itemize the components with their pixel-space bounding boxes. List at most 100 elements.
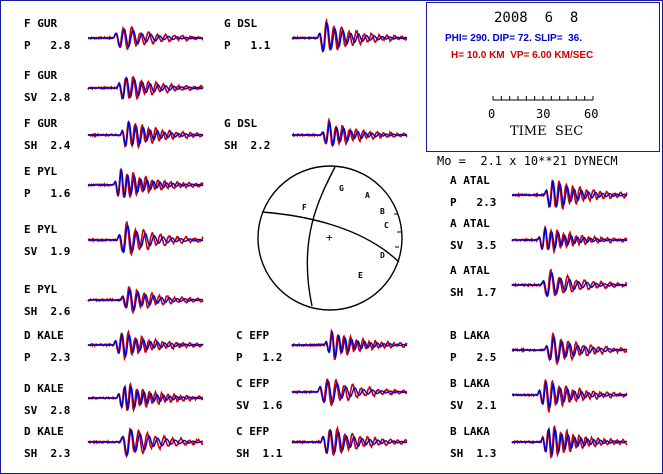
station-name: LAKA [463,377,490,390]
station-code: E [24,283,31,296]
station-name: PYL [37,283,58,296]
synthetic-waveform [292,428,408,455]
synthetic-waveform [88,332,204,358]
station-code: E [24,165,31,178]
phase-amplitude-label: P 2.3 [24,352,70,364]
station-label: A ATAL [450,175,490,187]
synthetic-waveform [292,380,408,404]
amplitude-value: 2.8 [50,404,71,417]
phase-amplitude-label: SV 2.8 [24,405,70,417]
phase-amplitude-label: SH 2.6 [24,306,70,318]
phase-name: P [24,39,31,52]
station-name: GUR [37,117,58,130]
synthetic-waveform [292,22,408,53]
sphere-station-letter: B [380,207,385,216]
phase-amplitude-label: P 1.6 [24,188,70,200]
station-name: PYL [37,165,58,178]
synthetic-waveform [512,225,628,251]
phase-name: SH [24,305,38,318]
phase-name: P [236,351,243,364]
observed-waveform [511,268,628,298]
station-code: E [24,223,31,236]
station-label: F GUR [24,70,57,82]
phase-name: SV [24,404,38,417]
station-name: ATAL [463,264,490,277]
station-label: D KALE [24,330,64,342]
sphere-station-letter: D [380,251,385,260]
amplitude-value: 2.2 [250,139,271,152]
phase-name: P [224,39,231,52]
phase-amplitude-label: SH 1.1 [236,448,282,460]
station-code: G [224,17,231,30]
phase-amplitude-label: SV 3.5 [450,240,496,252]
synthetic-waveform [88,28,204,48]
sphere-station-letter: C [384,221,389,230]
station-name: GUR [37,17,58,30]
station-name: DSL [237,17,258,30]
synthetic-waveform [512,272,627,298]
station-label: D KALE [24,426,64,438]
phase-amplitude-label: SV 1.9 [24,246,70,258]
phase-name: SV [24,245,38,258]
station-label: B LAKA [450,378,490,390]
station-code: A [450,264,457,277]
amplitude-value: 1.6 [50,187,71,200]
amplitude-value: 1.2 [262,351,283,364]
phase-name: SH [236,447,250,460]
station-code: D [24,425,31,438]
amplitude-value: 1.6 [262,399,283,412]
station-name: ATAL [463,217,490,230]
phase-name: SH [450,447,464,460]
phase-name: SH [450,286,464,299]
station-label: E PYL [24,166,57,178]
time-scale-label: TIME SEC [510,124,584,139]
station-name: PYL [37,223,58,236]
station-label: F GUR [24,118,57,130]
station-name: LAKA [463,329,490,342]
phase-name: SH [24,447,38,460]
synthetic-waveform [88,76,204,100]
synthetic-waveform [512,380,628,410]
station-label: C EFP [236,330,269,342]
station-code: B [450,425,457,438]
station-code: D [24,329,31,342]
station-name: GUR [37,69,58,82]
station-label: B LAKA [450,426,490,438]
station-name: EFP [249,377,270,390]
synthetic-waveform [88,169,204,199]
station-name: KALE [37,425,64,438]
station-code: F [24,69,31,82]
event-date: 2008 6 8 [494,10,579,26]
time-scale-tick-60: 60 [584,107,599,121]
sphere-station-letter: G [339,184,344,193]
phase-amplitude-label: P 1.2 [236,352,282,364]
station-code: F [24,117,31,130]
phase-amplitude-label: P 2.8 [24,40,70,52]
station-label: E PYL [24,224,57,236]
station-code: C [236,425,243,438]
amplitude-value: 3.5 [476,239,497,252]
amplitude-value: 2.4 [50,139,71,152]
station-label: A ATAL [450,218,490,230]
synthetic-waveform [512,426,628,458]
station-label: C EFP [236,378,269,390]
station-code: D [24,382,31,395]
synthetic-waveform [292,120,408,146]
sphere-station-letter: A [365,191,370,200]
phase-amplitude-label: P 2.5 [450,352,496,364]
phase-name: SH [224,139,238,152]
synthetic-waveform [512,335,628,363]
p-axis-marker: + [326,231,333,244]
synthetic-waveform [292,331,407,359]
station-label: C EFP [236,426,269,438]
station-code: G [224,117,231,130]
amplitude-value: 1.9 [50,245,71,258]
station-label: G DSL [224,18,257,30]
station-code: F [24,17,31,30]
amplitude-value: 2.8 [50,39,71,52]
nodal-plane-2 [261,211,400,263]
phase-name: SV [236,399,250,412]
station-name: LAKA [463,425,490,438]
